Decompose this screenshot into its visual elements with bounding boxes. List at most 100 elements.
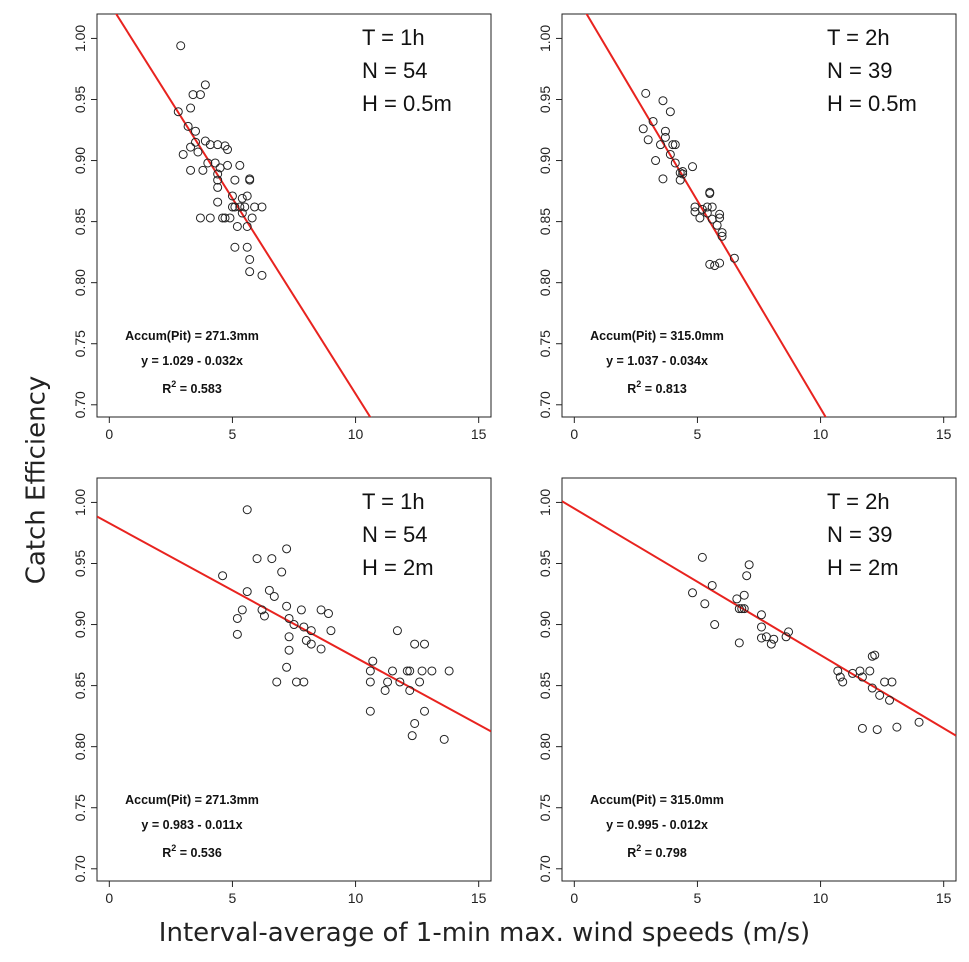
- data-point: [670, 158, 680, 168]
- data-point: [742, 571, 752, 581]
- stats-label: N = 54: [362, 522, 427, 547]
- panel-top-right: 0 5 10 15 0.70 0.75 0.80 0.85 0.90 0.95 1.00 T = 2h…: [537, 13, 957, 442]
- data-point: [306, 639, 316, 649]
- data-point: [223, 160, 233, 170]
- data-point: [218, 571, 228, 581]
- data-point: [223, 145, 233, 155]
- data-point: [186, 165, 196, 175]
- data-point: [213, 140, 223, 150]
- data-point: [670, 140, 680, 150]
- data-point: [660, 126, 670, 136]
- data-point: [665, 107, 675, 117]
- y-tick-label: 0.95: [72, 86, 88, 113]
- data-point: [715, 209, 725, 219]
- x-axis-title: Interval-average of 1-min max. wind spee…: [158, 918, 811, 948]
- y-tick-label: 0.95: [537, 550, 553, 577]
- x-tick-label: 0: [570, 890, 578, 906]
- data-point: [299, 622, 309, 632]
- data-point: [240, 202, 250, 212]
- data-point: [405, 685, 415, 695]
- r-squared-value: = 0.798: [641, 846, 687, 860]
- y-tick-label: 0.70: [537, 855, 553, 882]
- stats-label: N = 39: [827, 522, 892, 547]
- data-point: [833, 666, 843, 676]
- data-point: [284, 632, 294, 642]
- y-tick-label: 0.85: [537, 672, 553, 699]
- data-point: [702, 202, 712, 212]
- data-point: [643, 135, 653, 145]
- data-point: [865, 666, 875, 676]
- data-point: [316, 644, 326, 654]
- data-point: [848, 668, 858, 678]
- data-point: [195, 90, 205, 100]
- data-point: [675, 175, 685, 185]
- x-tick-label: 5: [229, 890, 237, 906]
- data-point: [198, 165, 208, 175]
- data-point: [729, 253, 739, 263]
- data-point: [710, 261, 720, 271]
- data-point: [284, 613, 294, 623]
- data-point: [641, 88, 651, 98]
- r-squared-exponent: 2: [636, 379, 641, 389]
- x-tick-label: 10: [813, 890, 829, 906]
- data-point: [264, 585, 274, 595]
- data-point: [875, 690, 885, 700]
- data-point: [835, 672, 845, 682]
- data-point: [658, 96, 668, 106]
- stats-label: H = 0.5m: [827, 91, 917, 116]
- data-point: [395, 677, 405, 687]
- data-point: [688, 588, 698, 598]
- data-point: [173, 107, 183, 117]
- data-point: [857, 723, 867, 733]
- data-point: [756, 633, 766, 643]
- data-point: [257, 202, 267, 212]
- data-point: [781, 632, 791, 642]
- data-point: [176, 41, 186, 51]
- y-tick-label: 0.95: [537, 86, 553, 113]
- data-point: [690, 207, 700, 217]
- data-point: [697, 552, 707, 562]
- panel-top-left: 0 5 10 15 0.70 0.75 0.80 0.85 0.90 0.95 1.00 T = 1h…: [72, 13, 492, 442]
- data-point: [710, 620, 720, 630]
- x-tick-label: 15: [936, 890, 952, 906]
- data-point: [665, 149, 675, 159]
- data-point: [712, 220, 722, 230]
- data-point: [365, 706, 375, 716]
- data-point: [678, 169, 688, 179]
- x-tick-label: 5: [694, 890, 702, 906]
- data-point: [688, 162, 698, 172]
- data-point: [218, 213, 228, 223]
- plot-frame: [561, 13, 957, 418]
- data-point: [306, 626, 316, 636]
- stats-label: N = 54: [362, 58, 427, 83]
- data-point: [380, 685, 390, 695]
- stats-label: H = 0.5m: [362, 91, 452, 116]
- data-point: [678, 167, 688, 177]
- data-point: [744, 560, 754, 570]
- regression-line: [115, 14, 372, 417]
- data-point: [707, 580, 717, 590]
- data-point: [193, 147, 203, 157]
- y-tick-label: 1.00: [72, 25, 88, 52]
- data-point: [282, 544, 292, 554]
- data-point: [857, 672, 867, 682]
- data-point: [838, 677, 848, 687]
- panel-bottom-left: 0 5 10 15 0.70 0.75 0.80 0.85 0.90 0.95 1.00 T = 1h…: [72, 477, 492, 906]
- stats-label: T = 1h: [362, 489, 425, 514]
- data-point: [277, 567, 287, 577]
- data-point: [242, 221, 252, 231]
- x-tick-label: 5: [694, 426, 702, 442]
- stats-label: N = 39: [827, 58, 892, 83]
- data-point: [668, 140, 678, 150]
- data-point: [289, 620, 299, 630]
- data-point: [213, 169, 223, 179]
- data-point: [737, 604, 747, 614]
- data-point: [296, 605, 306, 615]
- data-point: [410, 718, 420, 728]
- data-point: [658, 174, 668, 184]
- y-tick-label: 0.70: [72, 855, 88, 882]
- data-point: [407, 731, 417, 741]
- data-point: [756, 622, 766, 632]
- y-tick-label: 0.90: [537, 147, 553, 174]
